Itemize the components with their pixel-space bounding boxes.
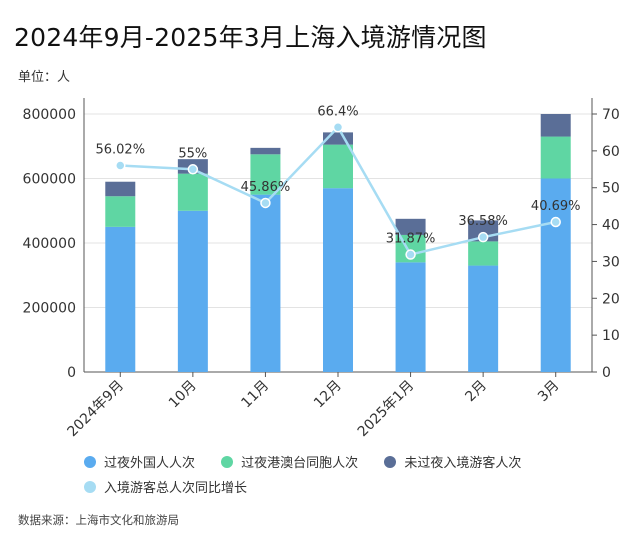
legend-label-growth: 入境游客总人次同比增长 <box>104 481 248 496</box>
growth-data-label: 40.69% <box>531 199 581 214</box>
y-left-tick-label: 800000 <box>23 107 76 123</box>
x-tick-label: 2025年1月 <box>355 378 418 441</box>
page-title: 2024年9月-2025年3月上海入境游情况图 <box>14 23 487 52</box>
growth-point <box>115 160 126 171</box>
growth-point <box>332 122 344 133</box>
bar-foreign <box>395 262 426 372</box>
x-tick-label: 11月 <box>238 378 272 412</box>
legend-item-foreign: 过夜外国人人次 <box>84 452 195 471</box>
growth-data-label: 45.86% <box>241 180 291 195</box>
bar-daytrip <box>395 218 426 235</box>
y-left-tick-label: 600000 <box>23 172 76 188</box>
bar-hkmt <box>323 144 353 189</box>
legend-dot-growth <box>84 480 96 493</box>
bar-foreign <box>177 210 208 372</box>
y-right-tick-label: 20 <box>602 291 620 307</box>
bar-hkmt <box>105 196 136 227</box>
x-tick-label: 12月 <box>311 378 345 412</box>
legend-dot-hkmt <box>221 455 234 468</box>
growth-data-label: 36.58% <box>458 214 508 229</box>
bar-hkmt <box>540 136 571 179</box>
unit-label: 单位：人 <box>18 70 71 85</box>
y-left-tick-label: 200000 <box>23 301 76 317</box>
data-source: 数据来源：上海市文化和旅游局 <box>18 513 179 527</box>
x-tick-label: 3月 <box>535 378 563 406</box>
y-left-tick-label: 400000 <box>23 236 76 252</box>
bar-hkmt <box>177 173 208 211</box>
chart-legend: 过夜外国人人次 过夜港澳台同胞人次 未过夜入境游客人次 入境游客总人次同比增长 <box>84 452 604 502</box>
y-right-tick-label: 60 <box>602 144 620 160</box>
y-right-tick-label: 50 <box>602 181 620 197</box>
growth-point <box>260 197 271 209</box>
growth-point <box>405 249 416 260</box>
y-right-tick-label: 70 <box>602 107 620 123</box>
bar-daytrip <box>105 181 136 197</box>
bar-daytrip <box>540 114 571 137</box>
y-right-tick-label: 30 <box>602 254 620 270</box>
legend-dot-daytrip <box>384 455 397 468</box>
growth-data-label: 66.4% <box>317 104 358 119</box>
bar-foreign <box>105 226 136 372</box>
bar-hkmt <box>250 154 281 195</box>
x-tick-label: 10月 <box>166 378 200 412</box>
growth-point <box>477 231 489 243</box>
growth-data-label: 55% <box>178 146 207 161</box>
y-right-tick-label: 0 <box>602 365 611 381</box>
y-left-tick-label: 0 <box>67 365 76 381</box>
growth-point <box>550 216 561 228</box>
bar-foreign <box>250 194 281 372</box>
y-right-tick-label: 40 <box>602 218 620 234</box>
legend-dot-foreign <box>84 455 96 468</box>
legend-label-daytrip: 未过夜入境游客人次 <box>404 456 522 471</box>
legend-item-hkmt: 过夜港澳台同胞人次 <box>221 452 358 471</box>
legend-label-foreign: 过夜外国人人次 <box>104 456 196 471</box>
bar-foreign <box>540 178 571 372</box>
bar-foreign <box>323 188 353 372</box>
bar-foreign <box>468 265 499 372</box>
combo-chart: 0 200000 400000 600000 800000 0 10 20 30 40 50 60 70… <box>23 98 620 441</box>
growth-point <box>187 164 199 175</box>
growth-data-label: 56.02% <box>95 143 145 158</box>
legend-item-daytrip: 未过夜入境游客人次 <box>384 452 521 471</box>
x-tick-label: 2024年9月 <box>65 378 128 441</box>
legend-item-growth: 入境游客总人次同比增长 <box>84 477 247 496</box>
bar-hkmt <box>468 241 499 266</box>
y-right-tick-label: 10 <box>602 328 620 344</box>
bar-daytrip <box>250 147 281 155</box>
growth-data-label: 31.87% <box>386 232 436 247</box>
x-tick-label: 2月 <box>462 378 490 406</box>
legend-label-hkmt: 过夜港澳台同胞人次 <box>241 456 359 471</box>
